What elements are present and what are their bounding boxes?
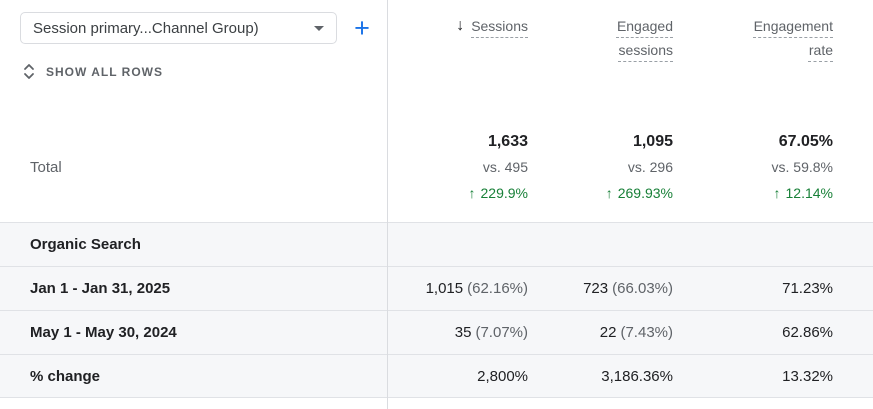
total-row: Total 1,633 vs. 495 ↑ 229.9% 1,095 vs. 29… (0, 128, 873, 206)
table-cell: 35 (7.07%) (454, 324, 528, 341)
arrow-up-icon: ↑ (773, 185, 781, 201)
table-row-percent-change[interactable]: % change 2,800% 3,186.36% 13.32% (0, 354, 873, 398)
column-header-engaged-sessions[interactable]: Engaged sessions (528, 14, 673, 62)
column-header-label: rate (808, 42, 833, 58)
total-metric-engagement-rate: 67.05% vs. 59.8% ↑ 12.14% (673, 128, 833, 206)
column-header-label: Engaged (616, 18, 673, 34)
dimension-dropdown[interactable]: Session primary...Channel Group) (20, 12, 337, 44)
column-header-label: Sessions (471, 18, 528, 34)
table-row-organic-search[interactable]: Organic Search (0, 222, 873, 266)
dimension-dropdown-value: Session primary...Channel Group) (33, 19, 259, 37)
row-label: Jan 1 - Jan 31, 2025 (30, 280, 171, 297)
metric-comparison: vs. 296 (627, 159, 673, 175)
metric-comparison: vs. 59.8% (771, 159, 833, 175)
arrow-up-icon: ↑ (468, 185, 476, 201)
table-cell: 3,186.36% (601, 367, 673, 385)
metric-value: 67.05% (778, 133, 833, 150)
table-row-date-range-1[interactable]: Jan 1 - Jan 31, 2025 1,015 (62.16%) 723 (6… (0, 266, 873, 310)
show-all-rows-button[interactable]: SHOW ALL ROWS (20, 63, 377, 80)
table-body: Organic Search Jan 1 - Jan 31, 2025 1,01… (0, 222, 873, 398)
total-metric-engaged-sessions: 1,095 vs. 296 ↑ 269.93% (528, 128, 673, 206)
show-all-rows-label: SHOW ALL ROWS (46, 64, 163, 79)
table-cell: 2,800% (477, 367, 528, 385)
table-cell: 71.23% (782, 280, 833, 297)
metric-value: 1,095 (632, 133, 673, 150)
total-metric-sessions: 1,633 vs. 495 ↑ 229.9% (387, 128, 528, 206)
table-cell: 22 (7.43%) (599, 324, 673, 341)
column-header-engagement-rate[interactable]: Engagement rate (673, 14, 833, 62)
chevron-down-icon (314, 25, 324, 31)
table-header-row: ↓ Sessions Engaged sessions Engagement r… (0, 14, 873, 62)
arrow-up-icon: ↑ (605, 185, 613, 201)
table-controls: Session primary...Channel Group) + SHOW … (20, 12, 377, 80)
metric-value: 1,633 (487, 133, 528, 150)
column-header-sessions[interactable]: ↓ Sessions (387, 14, 528, 62)
table-cell: 13.32% (782, 367, 833, 385)
column-header-label: Engagement (753, 18, 833, 34)
table-cell: 62.86% (782, 324, 833, 341)
metric-change: 229.9% (480, 185, 528, 201)
unfold-more-icon (23, 63, 35, 80)
sort-descending-icon[interactable]: ↓ (456, 17, 465, 34)
row-label: May 1 - May 30, 2024 (30, 324, 177, 341)
row-label: % change (30, 367, 101, 385)
row-label: Organic Search (30, 236, 141, 253)
column-header-label: sessions (618, 42, 673, 58)
metric-change: 12.14% (785, 185, 833, 201)
table-cell: 1,015 (62.16%) (425, 280, 528, 297)
table-cell: 723 (66.03%) (583, 280, 673, 297)
total-label: Total (30, 158, 62, 176)
column-divider (387, 0, 388, 409)
add-dimension-button[interactable]: + (347, 12, 377, 44)
plus-icon: + (354, 12, 370, 43)
metric-comparison: vs. 495 (482, 159, 528, 175)
metric-change: 269.93% (617, 185, 673, 201)
table-row-date-range-2[interactable]: May 1 - May 30, 2024 35 (7.07%) 22 (7.43%)… (0, 310, 873, 354)
